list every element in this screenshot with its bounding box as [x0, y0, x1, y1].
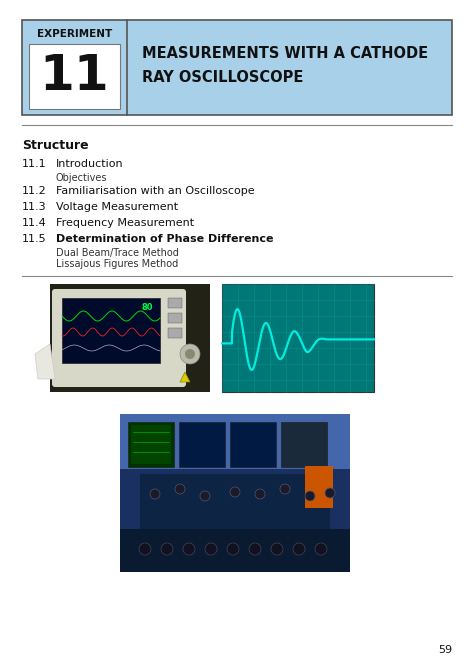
Circle shape [293, 543, 305, 555]
Bar [120, 414, 350, 469]
Text: 11.2: 11.2 [22, 186, 47, 196]
Bar [168, 313, 182, 323]
Circle shape [249, 543, 261, 555]
Bar [29, 44, 120, 109]
Circle shape [315, 543, 327, 555]
Bar [179, 422, 225, 467]
Text: Determination of Phase Difference: Determination of Phase Difference [56, 234, 273, 244]
Text: 11.1: 11.1 [22, 159, 46, 169]
Text: 11: 11 [40, 52, 109, 100]
FancyBboxPatch shape [52, 289, 186, 387]
Bar [281, 422, 327, 467]
Circle shape [280, 484, 290, 494]
Circle shape [325, 488, 335, 498]
Circle shape [139, 543, 151, 555]
Circle shape [150, 489, 160, 499]
Text: MEASUREMENTS WITH A CATHODE: MEASUREMENTS WITH A CATHODE [142, 46, 428, 60]
Circle shape [230, 487, 240, 497]
Circle shape [271, 543, 283, 555]
Circle shape [200, 491, 210, 501]
Text: Familiarisation with an Oscilloscope: Familiarisation with an Oscilloscope [56, 186, 255, 196]
Circle shape [175, 484, 185, 494]
Bar [168, 328, 182, 338]
Circle shape [205, 543, 217, 555]
Circle shape [185, 349, 195, 359]
Circle shape [255, 489, 265, 499]
Circle shape [305, 491, 315, 501]
Bar [128, 422, 174, 467]
Text: Frequency Measurement: Frequency Measurement [56, 218, 194, 228]
Text: Voltage Measurement: Voltage Measurement [56, 202, 178, 212]
Circle shape [183, 543, 195, 555]
Bar [131, 425, 171, 464]
Text: Dual Beam/Trace Method: Dual Beam/Trace Method [56, 248, 179, 258]
Polygon shape [180, 372, 190, 382]
Text: 59: 59 [438, 645, 452, 655]
Text: 11.4: 11.4 [22, 218, 47, 228]
Text: Structure: Structure [22, 139, 89, 152]
Text: Objectives: Objectives [56, 173, 108, 183]
Circle shape [161, 543, 173, 555]
Bar [222, 284, 374, 392]
Bar [140, 474, 330, 529]
Text: 11.5: 11.5 [22, 234, 46, 244]
Text: Introduction: Introduction [56, 159, 124, 169]
Circle shape [180, 344, 200, 364]
Bar [230, 422, 276, 467]
Bar [168, 298, 182, 308]
Text: RAY OSCILLOSCOPE: RAY OSCILLOSCOPE [142, 70, 303, 84]
Polygon shape [35, 344, 55, 379]
Text: 80: 80 [142, 303, 154, 312]
Bar [305, 466, 333, 508]
Bar [62, 298, 160, 363]
Text: Lissajous Figures Method: Lissajous Figures Method [56, 259, 178, 269]
Bar [120, 414, 350, 572]
Bar [50, 284, 210, 392]
Bar [22, 20, 452, 115]
Text: EXPERIMENT: EXPERIMENT [37, 29, 112, 39]
Circle shape [227, 543, 239, 555]
Bar [120, 529, 350, 572]
Text: 11.3: 11.3 [22, 202, 46, 212]
